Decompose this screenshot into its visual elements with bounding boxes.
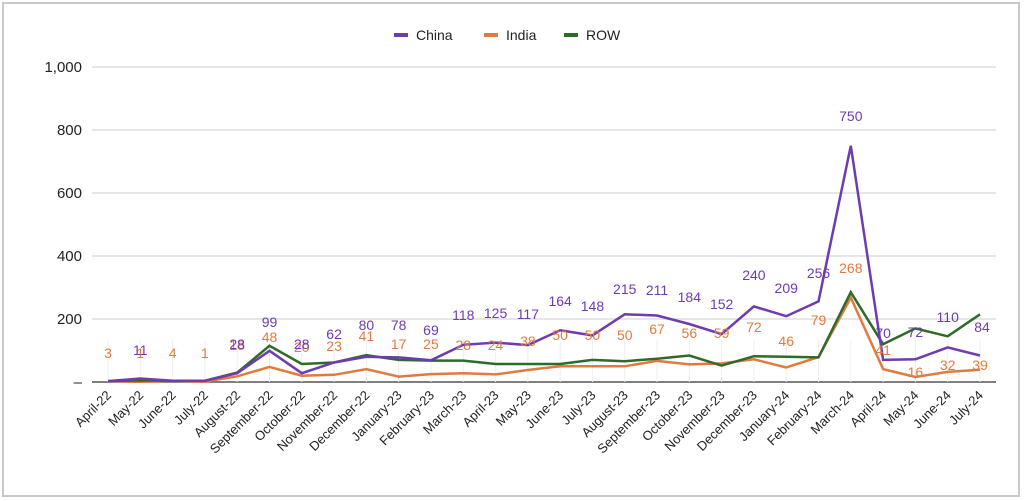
data-label-china: 70: [875, 325, 891, 341]
data-label-india: 41: [875, 342, 891, 358]
data-label-china: 164: [548, 293, 572, 309]
x-tick-label: April-22: [72, 388, 114, 430]
series-lines: [107, 145, 981, 383]
legend-swatch-icon: [564, 33, 578, 37]
data-label-india: 1: [201, 345, 209, 361]
data-label-china: 62: [326, 326, 342, 342]
data-label-india: 28: [455, 337, 471, 353]
data-label-india: 16: [908, 364, 924, 380]
data-label-india: 18: [229, 337, 245, 353]
data-label-china: 110: [937, 309, 960, 325]
legend-item-china[interactable]: China: [394, 27, 453, 43]
data-label-india: 46: [778, 333, 794, 349]
x-axis: April-22May-22June-22July-22August-22Sep…: [72, 388, 986, 457]
data-label-china: 750: [839, 108, 863, 124]
data-label-china: 80: [359, 317, 375, 333]
data-label-china: 240: [742, 267, 766, 283]
legend-swatch-icon: [484, 33, 498, 37]
data-label-india: 38: [520, 333, 536, 349]
x-tick-label: July-24: [946, 388, 986, 428]
legend-label: India: [506, 27, 537, 43]
series-line-row: [107, 289, 981, 383]
data-label-india: 50: [585, 327, 601, 343]
x-tick-label: April-23: [459, 388, 501, 430]
series-line-china: [107, 145, 981, 383]
data-label-china: 215: [613, 281, 637, 297]
data-label-india: 23: [326, 338, 342, 354]
x-tick-label: April-24: [847, 388, 889, 430]
y-tick-label: 200: [57, 311, 82, 328]
data-label-china: 184: [678, 289, 702, 305]
data-label-india: 268: [839, 260, 863, 276]
data-label-china: 28: [229, 336, 245, 352]
data-label-india: 17: [391, 336, 407, 352]
data-label-india: 72: [746, 319, 762, 335]
data-label-india: 50: [552, 327, 568, 343]
data-label-china: 211: [646, 282, 669, 298]
data-label-india: 25: [423, 336, 439, 352]
data-label-india: 32: [940, 357, 956, 373]
data-label-india: 24: [488, 337, 504, 353]
data-label-india: 48: [262, 329, 278, 345]
data-label-china: 11: [133, 342, 148, 358]
data-label-india: 41: [359, 328, 375, 344]
data-label-china: 69: [423, 322, 439, 338]
data-label-india: 4: [169, 345, 177, 361]
data-label-india: 1: [136, 345, 144, 361]
legend: China India ROW: [394, 27, 621, 43]
data-label-china: 84: [974, 319, 990, 335]
data-label-china: 125: [484, 305, 508, 321]
data-label-china: 99: [262, 314, 278, 330]
data-label-china: 148: [581, 298, 605, 314]
data-label-india: 59: [714, 325, 730, 341]
y-tick-label: –: [74, 374, 83, 391]
legend-label: China: [416, 27, 453, 43]
legend-label: ROW: [586, 27, 621, 43]
legend-item-india[interactable]: India: [484, 27, 537, 43]
y-axis: – 200 400 600 800 1,000: [44, 59, 82, 391]
data-label-china: 78: [391, 317, 407, 333]
data-label-india: 39: [972, 357, 988, 373]
data-label-india: 20: [294, 339, 310, 355]
data-label-india: 56: [682, 325, 698, 341]
legend-item-row[interactable]: ROW: [564, 27, 621, 43]
data-label-china: 117: [517, 306, 540, 322]
y-tick-label: 400: [57, 248, 82, 265]
data-label-china: 256: [807, 265, 831, 281]
legend-swatch-icon: [394, 33, 408, 37]
data-label-india: 67: [649, 321, 665, 337]
y-tick-label: 1,000: [44, 59, 82, 76]
gridlines: [92, 66, 996, 383]
y-tick-label: 800: [57, 122, 82, 139]
data-label-india: 79: [811, 312, 827, 328]
data-label-china: 28: [294, 336, 310, 352]
data-label-india: 3: [104, 345, 112, 361]
y-tick-label: 600: [57, 185, 82, 202]
data-label-india: 50: [617, 327, 633, 343]
data-label-china: 118: [452, 307, 475, 323]
data-label-china: 152: [710, 296, 734, 312]
data-label-china: 72: [908, 324, 924, 340]
data-label-china: 209: [775, 280, 799, 296]
